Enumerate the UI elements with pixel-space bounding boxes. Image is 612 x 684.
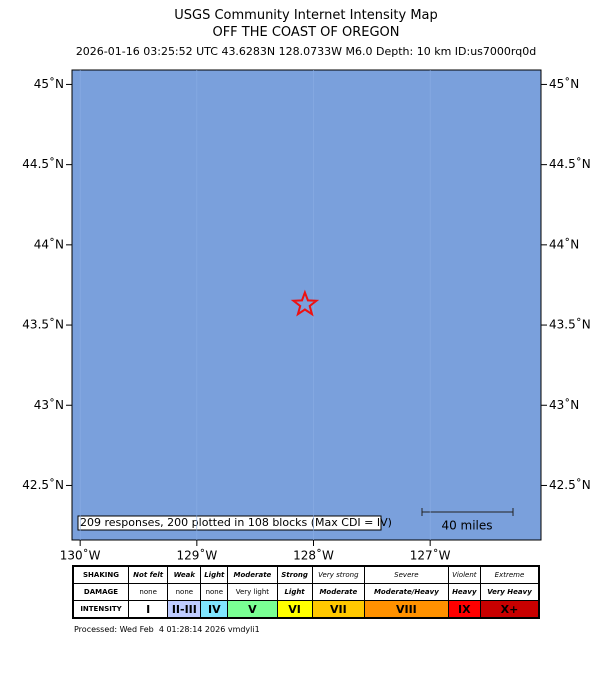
y-tick-label: 43˚N	[549, 397, 579, 412]
legend-cell: Weak	[167, 565, 202, 584]
legend-cell: Moderate/Heavy	[364, 583, 449, 601]
legend-cell: Heavy	[447, 583, 481, 601]
legend-cell: VII	[311, 600, 366, 619]
legend-cell: Light	[200, 565, 229, 584]
legend-row: SHAKING Not felt Weak Light Moderate Strong Ve…	[72, 565, 540, 584]
legend-cell: V	[227, 600, 278, 619]
legend-cell: Strong	[276, 565, 313, 584]
title: USGS Community Internet Intensity Map	[174, 8, 438, 23]
scale-label: 40 miles	[441, 519, 492, 533]
epicenter	[290, 289, 320, 317]
y-tick-label: 45˚N	[549, 76, 579, 91]
legend-cell: Violent	[447, 565, 481, 584]
legend-cell: Severe	[364, 565, 449, 584]
footer: Processed: Wed Feb 4 01:28:14 2026 vmdyl…	[74, 625, 260, 634]
note-box	[77, 515, 382, 531]
x-tick-label: 129˚W	[176, 548, 217, 563]
legend-row: DAMAGE none none none Very light Light Moderat…	[72, 583, 540, 601]
legend-row-label: DAMAGE	[72, 583, 129, 601]
legend-cell: Very Heavy	[479, 583, 540, 601]
x-tick-label: 127˚W	[410, 548, 451, 563]
y-tick-label: 42.5˚N	[549, 477, 591, 492]
x-tick-label: 128˚W	[293, 548, 334, 563]
legend-cell: IV	[200, 600, 229, 619]
legend-cell: none	[200, 583, 229, 601]
x-tick-label: 130˚W	[60, 548, 101, 563]
region: OFF THE COAST OF OREGON	[212, 25, 400, 40]
legend: SHAKING Not felt Weak Light Moderate Strong Ve…	[72, 565, 540, 619]
legend-cell: Very strong	[311, 565, 366, 584]
y-tick-label: 43.5˚N	[549, 317, 591, 332]
legend-cell: none	[127, 583, 169, 601]
legend-cell: none	[167, 583, 202, 601]
legend-cell: IX	[447, 600, 481, 619]
legend-cell: Extreme	[479, 565, 540, 584]
y-tick-label: 44.5˚N	[549, 156, 591, 171]
y-tick-label: 42.5˚N	[22, 477, 64, 492]
legend-cell: II-III	[167, 600, 202, 619]
y-tick-label: 43.5˚N	[22, 317, 64, 332]
legend-row-label: SHAKING	[72, 565, 129, 584]
legend-cell: Moderate	[311, 583, 366, 601]
map: 40 miles 209 responses, 200 plotted in 1…	[22, 69, 591, 563]
event-info: 2026-01-16 03:25:52 UTC 43.6283N 128.073…	[75, 45, 537, 58]
legend-cell: Not felt	[127, 565, 169, 584]
legend-cell: Light	[276, 583, 313, 601]
y-tick-label: 44.5˚N	[22, 156, 64, 171]
legend-row-label: INTENSITY	[72, 600, 129, 619]
legend-cell: VI	[276, 600, 313, 619]
legend-cell: I	[127, 600, 169, 619]
y-tick-label: 44˚N	[34, 236, 64, 251]
y-tick-label: 44˚N	[549, 236, 579, 251]
legend-cell: VIII	[364, 600, 449, 619]
legend-cell: X+	[479, 600, 540, 619]
legend-cell: Very light	[227, 583, 278, 601]
legend-cell: Moderate	[227, 565, 278, 584]
legend-row: INTENSITY I II-III IV V VI VII VIII IX X+	[72, 600, 540, 619]
note: 209 responses, 200 plotted in 108 blocks…	[80, 516, 392, 529]
scale-bar	[421, 508, 514, 516]
y-tick-label: 43˚N	[34, 397, 64, 412]
y-tick-label: 45˚N	[34, 76, 64, 91]
map-area	[71, 69, 542, 541]
